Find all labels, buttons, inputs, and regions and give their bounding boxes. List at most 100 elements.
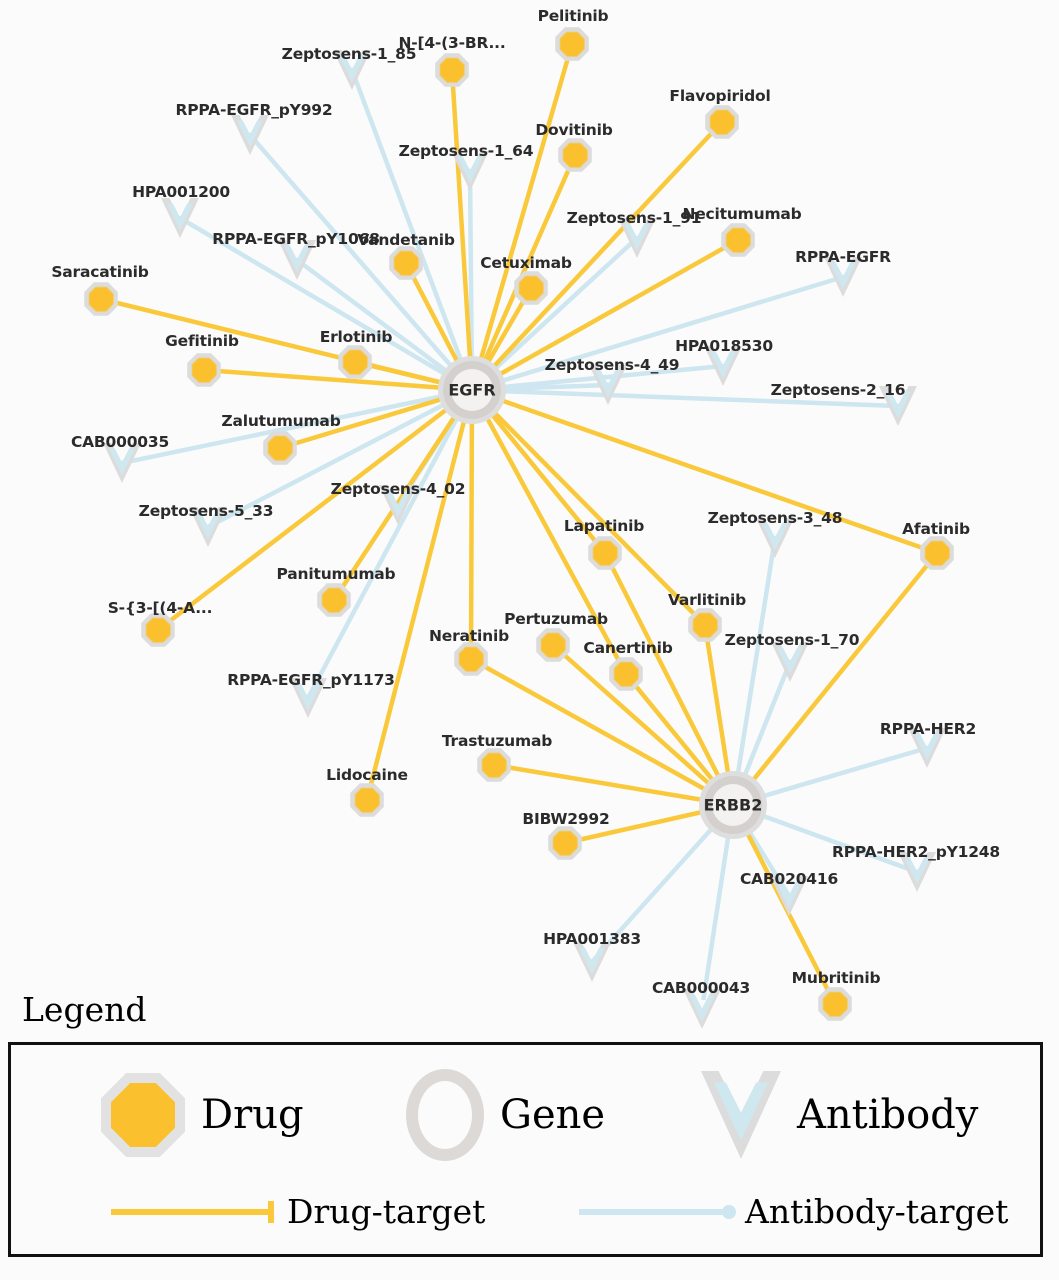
drug-node[interactable] — [705, 105, 739, 139]
network-edge — [119, 387, 475, 466]
drug-node[interactable] — [548, 826, 582, 860]
antibody-node[interactable] — [231, 115, 269, 155]
network-edge — [469, 387, 940, 556]
legend-shape-drug: Drug — [101, 1073, 304, 1157]
drug-octagon-icon — [920, 536, 954, 570]
drug-node[interactable] — [141, 613, 175, 647]
drug-octagon-icon — [705, 105, 739, 139]
antibody-node[interactable] — [879, 386, 917, 426]
network-edge — [730, 550, 940, 808]
gene-node-label: ERBB2 — [703, 795, 763, 815]
drug-node-label: Zalutumumab — [221, 412, 341, 430]
drug-node-label: Cetuximab — [480, 254, 572, 272]
legend-shape-antibody-label: Antibody — [797, 1092, 979, 1138]
drug-node[interactable] — [555, 27, 589, 61]
drug-node[interactable] — [389, 246, 423, 280]
drug-node-label: Saracatinib — [51, 263, 149, 281]
antibody-node[interactable] — [278, 240, 316, 280]
antibody-node[interactable] — [189, 507, 227, 547]
network-edge — [602, 550, 736, 808]
antibody-node-label: Zeptosens-1_85 — [281, 45, 417, 63]
antibody-node[interactable] — [898, 852, 936, 892]
antibody-node[interactable] — [573, 942, 611, 982]
drug-node[interactable] — [84, 282, 118, 316]
antibody-chevron-icon — [701, 1071, 781, 1159]
antibody-node-label: CAB000043 — [651, 979, 751, 997]
antibody-node[interactable] — [770, 876, 808, 916]
drug-node[interactable] — [721, 223, 755, 257]
legend-shape-drug-label: Drug — [201, 1092, 304, 1138]
antibody-node-label: Zeptosens-3_48 — [707, 509, 843, 527]
gene-node-label: EGFR — [448, 380, 496, 400]
drug-node[interactable] — [920, 536, 954, 570]
antibody-node[interactable] — [289, 678, 327, 718]
antibody-node[interactable] — [379, 485, 417, 525]
antibody-node-label: Zeptosens-1_70 — [724, 631, 860, 649]
drug-octagon-icon — [187, 353, 221, 387]
antibody-node-label: HPA001383 — [543, 930, 641, 948]
drug-node-label: Panitumumab — [276, 565, 396, 583]
antibody-node[interactable] — [683, 989, 721, 1029]
legend-box: Drug Gene Antibody Drug-target — [8, 1042, 1043, 1257]
network-edge — [469, 41, 575, 393]
antibody-node[interactable] — [103, 443, 141, 483]
legend-shape-antibody: Antibody — [701, 1071, 978, 1159]
drug-node[interactable] — [536, 628, 570, 662]
drug-octagon-icon — [389, 246, 423, 280]
network-edge — [491, 762, 736, 808]
drug-node[interactable] — [187, 353, 221, 387]
antibody-node[interactable] — [589, 365, 627, 405]
antibody-node[interactable] — [618, 218, 656, 258]
drug-node[interactable] — [514, 271, 548, 305]
antibody-node[interactable] — [771, 642, 809, 682]
network-edge — [469, 274, 846, 393]
drug-node[interactable] — [263, 431, 297, 465]
network-edge — [294, 257, 475, 393]
network-edge — [449, 67, 475, 393]
gene-node[interactable] — [438, 356, 506, 424]
drug-node[interactable] — [454, 642, 488, 676]
drug-node[interactable] — [588, 536, 622, 570]
antibody-node[interactable] — [451, 151, 489, 191]
antibody-target-line-icon — [579, 1204, 736, 1219]
antibody-node-label: RPPA-HER2 — [879, 720, 977, 738]
antibody-node-label: Zeptosens-2_16 — [770, 381, 906, 399]
network-edge — [155, 387, 475, 633]
network-edge — [589, 802, 736, 965]
drug-node-label: Trastuzumab — [441, 732, 553, 750]
drug-node[interactable] — [558, 138, 592, 172]
network-edge — [468, 387, 475, 662]
gene-node[interactable] — [699, 771, 767, 839]
antibody-node[interactable] — [756, 518, 794, 558]
drug-node[interactable] — [338, 345, 372, 379]
antibody-node-label: Zeptosens-1_64 — [398, 142, 534, 160]
antibody-node[interactable] — [704, 346, 742, 386]
network-graph[interactable]: Pelitinib N-[4-(3-BR... Flavopiridol Doviti… — [0, 0, 1059, 1029]
antibody-node[interactable] — [333, 50, 371, 90]
drug-node[interactable] — [350, 783, 384, 817]
network-edge — [305, 387, 475, 701]
network-edge — [469, 235, 640, 393]
antibody-node[interactable] — [161, 198, 199, 238]
drug-octagon-icon — [555, 27, 589, 61]
drug-node[interactable] — [818, 987, 852, 1021]
gene-ring-icon — [699, 771, 767, 839]
drug-node-label: Vandetanib — [357, 231, 455, 249]
gene-ring-icon — [406, 1069, 484, 1161]
antibody-node-label: RPPA-EGFR_pY992 — [175, 101, 333, 119]
antibody-node[interactable] — [908, 728, 946, 768]
drug-node[interactable] — [688, 608, 722, 642]
network-edge — [469, 237, 741, 393]
drug-node-label: Gefitinib — [165, 332, 239, 350]
drug-node[interactable] — [317, 583, 351, 617]
drug-node[interactable] — [435, 53, 469, 87]
network-edge — [730, 535, 778, 808]
antibody-node-label: RPPA-EGFR_pY1173 — [227, 671, 395, 689]
gene-ring-icon — [438, 356, 506, 424]
drug-octagon-icon — [588, 536, 622, 570]
drug-node[interactable] — [477, 748, 511, 782]
drug-octagon-icon — [688, 608, 722, 642]
drug-node[interactable] — [609, 657, 643, 691]
antibody-node[interactable] — [824, 257, 862, 297]
legend-shape-gene: Gene — [406, 1069, 605, 1161]
